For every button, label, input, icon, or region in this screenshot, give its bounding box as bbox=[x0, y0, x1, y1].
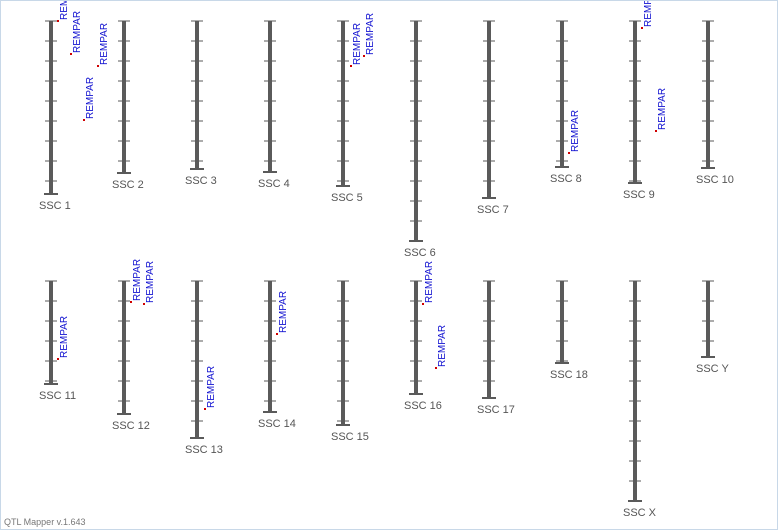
qtl-marker bbox=[363, 55, 365, 57]
chromosome-label: SSC 12 bbox=[112, 420, 150, 432]
qtl-label: REMPAR bbox=[206, 366, 217, 408]
chromosome-label: SSC 2 bbox=[112, 179, 144, 191]
chromosome-label: SSC 5 bbox=[331, 192, 363, 204]
qtl-label: REMPAR bbox=[352, 23, 363, 65]
qtl-marker bbox=[97, 65, 99, 67]
qtl-marker bbox=[641, 27, 643, 29]
qtl-label: REMPAR bbox=[657, 88, 668, 130]
chromosome bbox=[706, 281, 710, 357]
qtl-label: REMPAR bbox=[85, 77, 96, 119]
chromosome bbox=[341, 21, 345, 186]
qtl-label: REMPAR bbox=[570, 110, 581, 152]
qtl-marker bbox=[143, 303, 145, 305]
chromosome bbox=[487, 21, 491, 198]
qtl-label: REMPAR bbox=[278, 291, 289, 333]
chromosome bbox=[195, 21, 199, 169]
qtl-label: REMPAR bbox=[365, 13, 376, 55]
chromosome bbox=[122, 281, 126, 414]
qtl-marker bbox=[422, 303, 424, 305]
qtl-marker bbox=[435, 367, 437, 369]
chromosome-label: SSC 18 bbox=[550, 369, 588, 381]
chromosome-label: SSC 9 bbox=[623, 189, 655, 201]
chromosome bbox=[122, 21, 126, 173]
chromosome bbox=[49, 21, 53, 194]
chromosome-label: SSC 1 bbox=[39, 200, 71, 212]
chromosome bbox=[633, 21, 637, 183]
qtl-label: REMPAR bbox=[72, 11, 83, 53]
qtl-label: REMPAR bbox=[132, 259, 143, 301]
chromosome-label: SSC Y bbox=[696, 363, 729, 375]
chromosome-label: SSC 16 bbox=[404, 400, 442, 412]
qtl-label: REMPAR bbox=[643, 1, 654, 27]
chromosome-label: SSC 4 bbox=[258, 178, 290, 190]
qtl-label: REMPAR bbox=[59, 1, 70, 20]
qtl-marker bbox=[350, 65, 352, 67]
footer: QTL Mapper v.1.643 bbox=[4, 517, 86, 527]
qtl-marker bbox=[83, 119, 85, 121]
qtl-label: REMPAR bbox=[424, 261, 435, 303]
chromosome-label: SSC 8 bbox=[550, 173, 582, 185]
qtl-marker bbox=[70, 53, 72, 55]
chromosome-label: SSC 13 bbox=[185, 444, 223, 456]
chromosome-label: SSC X bbox=[623, 507, 657, 519]
chromosome bbox=[706, 21, 710, 168]
qtl-marker bbox=[568, 152, 570, 154]
qtl-label: REMPAR bbox=[99, 23, 110, 65]
qtl-label: REMPAR bbox=[59, 316, 70, 358]
qtl-marker bbox=[130, 301, 132, 303]
chromosome-label: SSC 3 bbox=[185, 175, 217, 187]
chromosome bbox=[414, 281, 418, 394]
chromosome-label: SSC 15 bbox=[331, 431, 369, 443]
qtl-label: REMPAR bbox=[145, 261, 156, 303]
chromosome bbox=[268, 21, 272, 172]
qtl-marker bbox=[204, 408, 206, 410]
chromosome-label: SSC 6 bbox=[404, 247, 436, 259]
qtl-marker bbox=[57, 358, 59, 360]
chromosome bbox=[560, 21, 564, 167]
chromosome bbox=[341, 281, 345, 425]
chromosome-label: SSC 7 bbox=[477, 204, 509, 216]
chromosome bbox=[414, 21, 418, 241]
chromosome-label: SSC 10 bbox=[696, 174, 734, 186]
chromosome-label: SSC 14 bbox=[258, 418, 296, 430]
qtl-marker bbox=[276, 333, 278, 335]
chromosome bbox=[195, 281, 199, 438]
chromosome-label: SSC 11 bbox=[39, 390, 76, 402]
qtl-marker bbox=[57, 20, 59, 22]
chromosome bbox=[49, 281, 53, 384]
chromosome bbox=[487, 281, 491, 398]
chromosome bbox=[633, 281, 637, 501]
qtl-marker bbox=[655, 130, 657, 132]
qtl-label: REMPAR bbox=[437, 325, 448, 367]
chromosome bbox=[560, 281, 564, 363]
chromosome bbox=[268, 281, 272, 412]
chromosome-label: SSC 17 bbox=[477, 404, 515, 416]
